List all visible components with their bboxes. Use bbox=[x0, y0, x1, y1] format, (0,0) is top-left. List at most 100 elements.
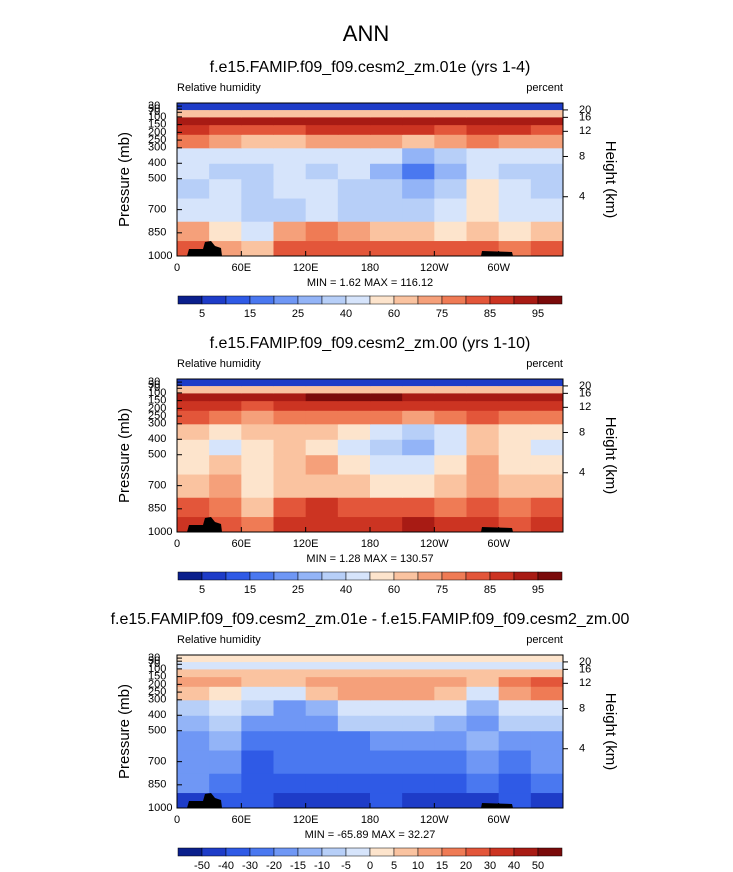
y-tick-label: 150 bbox=[148, 671, 166, 683]
field-cell bbox=[498, 109, 532, 118]
field-cell bbox=[241, 439, 274, 456]
field-cell bbox=[241, 385, 274, 394]
colorbar-label: 0 bbox=[367, 860, 373, 872]
field-cell bbox=[498, 750, 532, 774]
field-cell bbox=[498, 103, 532, 111]
field-cell bbox=[530, 178, 564, 199]
field-cell bbox=[498, 454, 532, 475]
colorbar-box bbox=[249, 295, 275, 305]
y-tick-label: 400 bbox=[148, 157, 166, 169]
y2-axis-title: Height (km) bbox=[602, 141, 619, 219]
field-cell bbox=[209, 103, 242, 111]
field-cell bbox=[402, 116, 435, 126]
field-cell bbox=[530, 655, 564, 663]
colorbar-box bbox=[321, 295, 347, 305]
field-cell bbox=[434, 221, 467, 242]
colorbar-label: 40 bbox=[340, 308, 352, 320]
field-cell bbox=[370, 454, 403, 475]
y-axis-title: Pressure (mb) bbox=[116, 684, 133, 779]
field-cell bbox=[305, 773, 339, 794]
field-cell bbox=[434, 109, 467, 118]
y-tick-label: 300 bbox=[148, 142, 166, 154]
field-cell bbox=[466, 124, 500, 135]
field-cell bbox=[466, 109, 500, 118]
field-cell bbox=[273, 103, 307, 111]
field-cell bbox=[402, 454, 435, 475]
y-tick-label: 50 bbox=[148, 655, 160, 667]
colorbar-box bbox=[273, 847, 299, 857]
colorbar-label: 60 bbox=[388, 584, 400, 596]
field-cell bbox=[434, 439, 467, 456]
field-cell bbox=[337, 103, 371, 111]
panel-title: f.e15.FAMIP.f09_f09.cesm2_zm.01e - f.e15… bbox=[111, 611, 630, 628]
x-tick-label: 60E bbox=[232, 814, 252, 826]
field-cell bbox=[498, 198, 532, 222]
field-cell bbox=[337, 124, 371, 135]
x-tick-label: 60E bbox=[232, 538, 252, 550]
field-cell bbox=[337, 423, 371, 440]
colorbar-box bbox=[441, 571, 467, 581]
field-label: Relative humidity bbox=[177, 358, 261, 370]
field-cell bbox=[337, 240, 371, 257]
field-cell bbox=[305, 454, 339, 475]
field-cell bbox=[498, 163, 532, 180]
field-cell bbox=[370, 773, 403, 794]
field-cell bbox=[370, 379, 403, 387]
field-cell bbox=[370, 668, 403, 678]
field-cell bbox=[337, 163, 371, 180]
field-cell bbox=[273, 240, 307, 257]
field-cell bbox=[370, 423, 403, 440]
panel-title: f.e15.FAMIP.f09_f09.cesm2_zm.01e (yrs 1-… bbox=[210, 59, 531, 76]
field-cell bbox=[209, 730, 242, 751]
field-cell bbox=[305, 410, 339, 425]
field-cell bbox=[273, 392, 307, 402]
field-cell bbox=[402, 686, 435, 701]
field-cell bbox=[177, 750, 210, 774]
field-cell bbox=[337, 676, 371, 687]
field-cell bbox=[530, 474, 564, 498]
field-cell bbox=[370, 686, 403, 701]
field-cell bbox=[337, 699, 371, 716]
y-tick-label: 30 bbox=[148, 100, 160, 112]
x-tick-label: 180 bbox=[361, 262, 379, 274]
field-cell bbox=[434, 198, 467, 222]
field-cell bbox=[177, 124, 210, 135]
x-tick-label: 180 bbox=[361, 538, 379, 550]
colorbar-label: 75 bbox=[436, 584, 448, 596]
colorbar-box bbox=[249, 571, 275, 581]
y-tick-label: 100 bbox=[148, 387, 166, 399]
field-cell bbox=[370, 198, 403, 222]
field-cell bbox=[530, 400, 564, 411]
field-cell bbox=[466, 116, 500, 126]
field-cell bbox=[402, 147, 435, 164]
field-cell bbox=[370, 103, 403, 111]
colorbar-box bbox=[441, 295, 467, 305]
field-cell bbox=[466, 655, 500, 663]
y-tick-label: 70 bbox=[148, 106, 160, 118]
field-cell bbox=[530, 516, 564, 533]
colorbar-box bbox=[177, 847, 203, 857]
field-cell bbox=[402, 516, 435, 533]
field-cell bbox=[402, 163, 435, 180]
colorbar-box bbox=[225, 847, 251, 857]
field-cell bbox=[209, 668, 242, 678]
field-cell bbox=[273, 792, 307, 809]
field-cell bbox=[209, 439, 242, 456]
field-cell bbox=[466, 676, 500, 687]
panel-title: f.e15.FAMIP.f09_f09.cesm2_zm.00 (yrs 1-1… bbox=[210, 335, 531, 352]
field-cell bbox=[466, 423, 500, 440]
field-cell bbox=[209, 163, 242, 180]
field-cell bbox=[498, 730, 532, 751]
field-cell bbox=[209, 661, 242, 670]
y-tick-label: 30 bbox=[148, 652, 160, 664]
field-cell bbox=[273, 699, 307, 716]
colorbar-box bbox=[393, 295, 419, 305]
field-cell bbox=[530, 497, 564, 518]
field-cell bbox=[305, 686, 339, 701]
colorbar-box bbox=[297, 847, 323, 857]
x-tick-label: 120W bbox=[420, 262, 449, 274]
y-tick-label: 200 bbox=[148, 678, 166, 690]
field-cell bbox=[402, 423, 435, 440]
y2-tick-label: 12 bbox=[579, 677, 591, 689]
colorbar-box bbox=[537, 571, 563, 581]
